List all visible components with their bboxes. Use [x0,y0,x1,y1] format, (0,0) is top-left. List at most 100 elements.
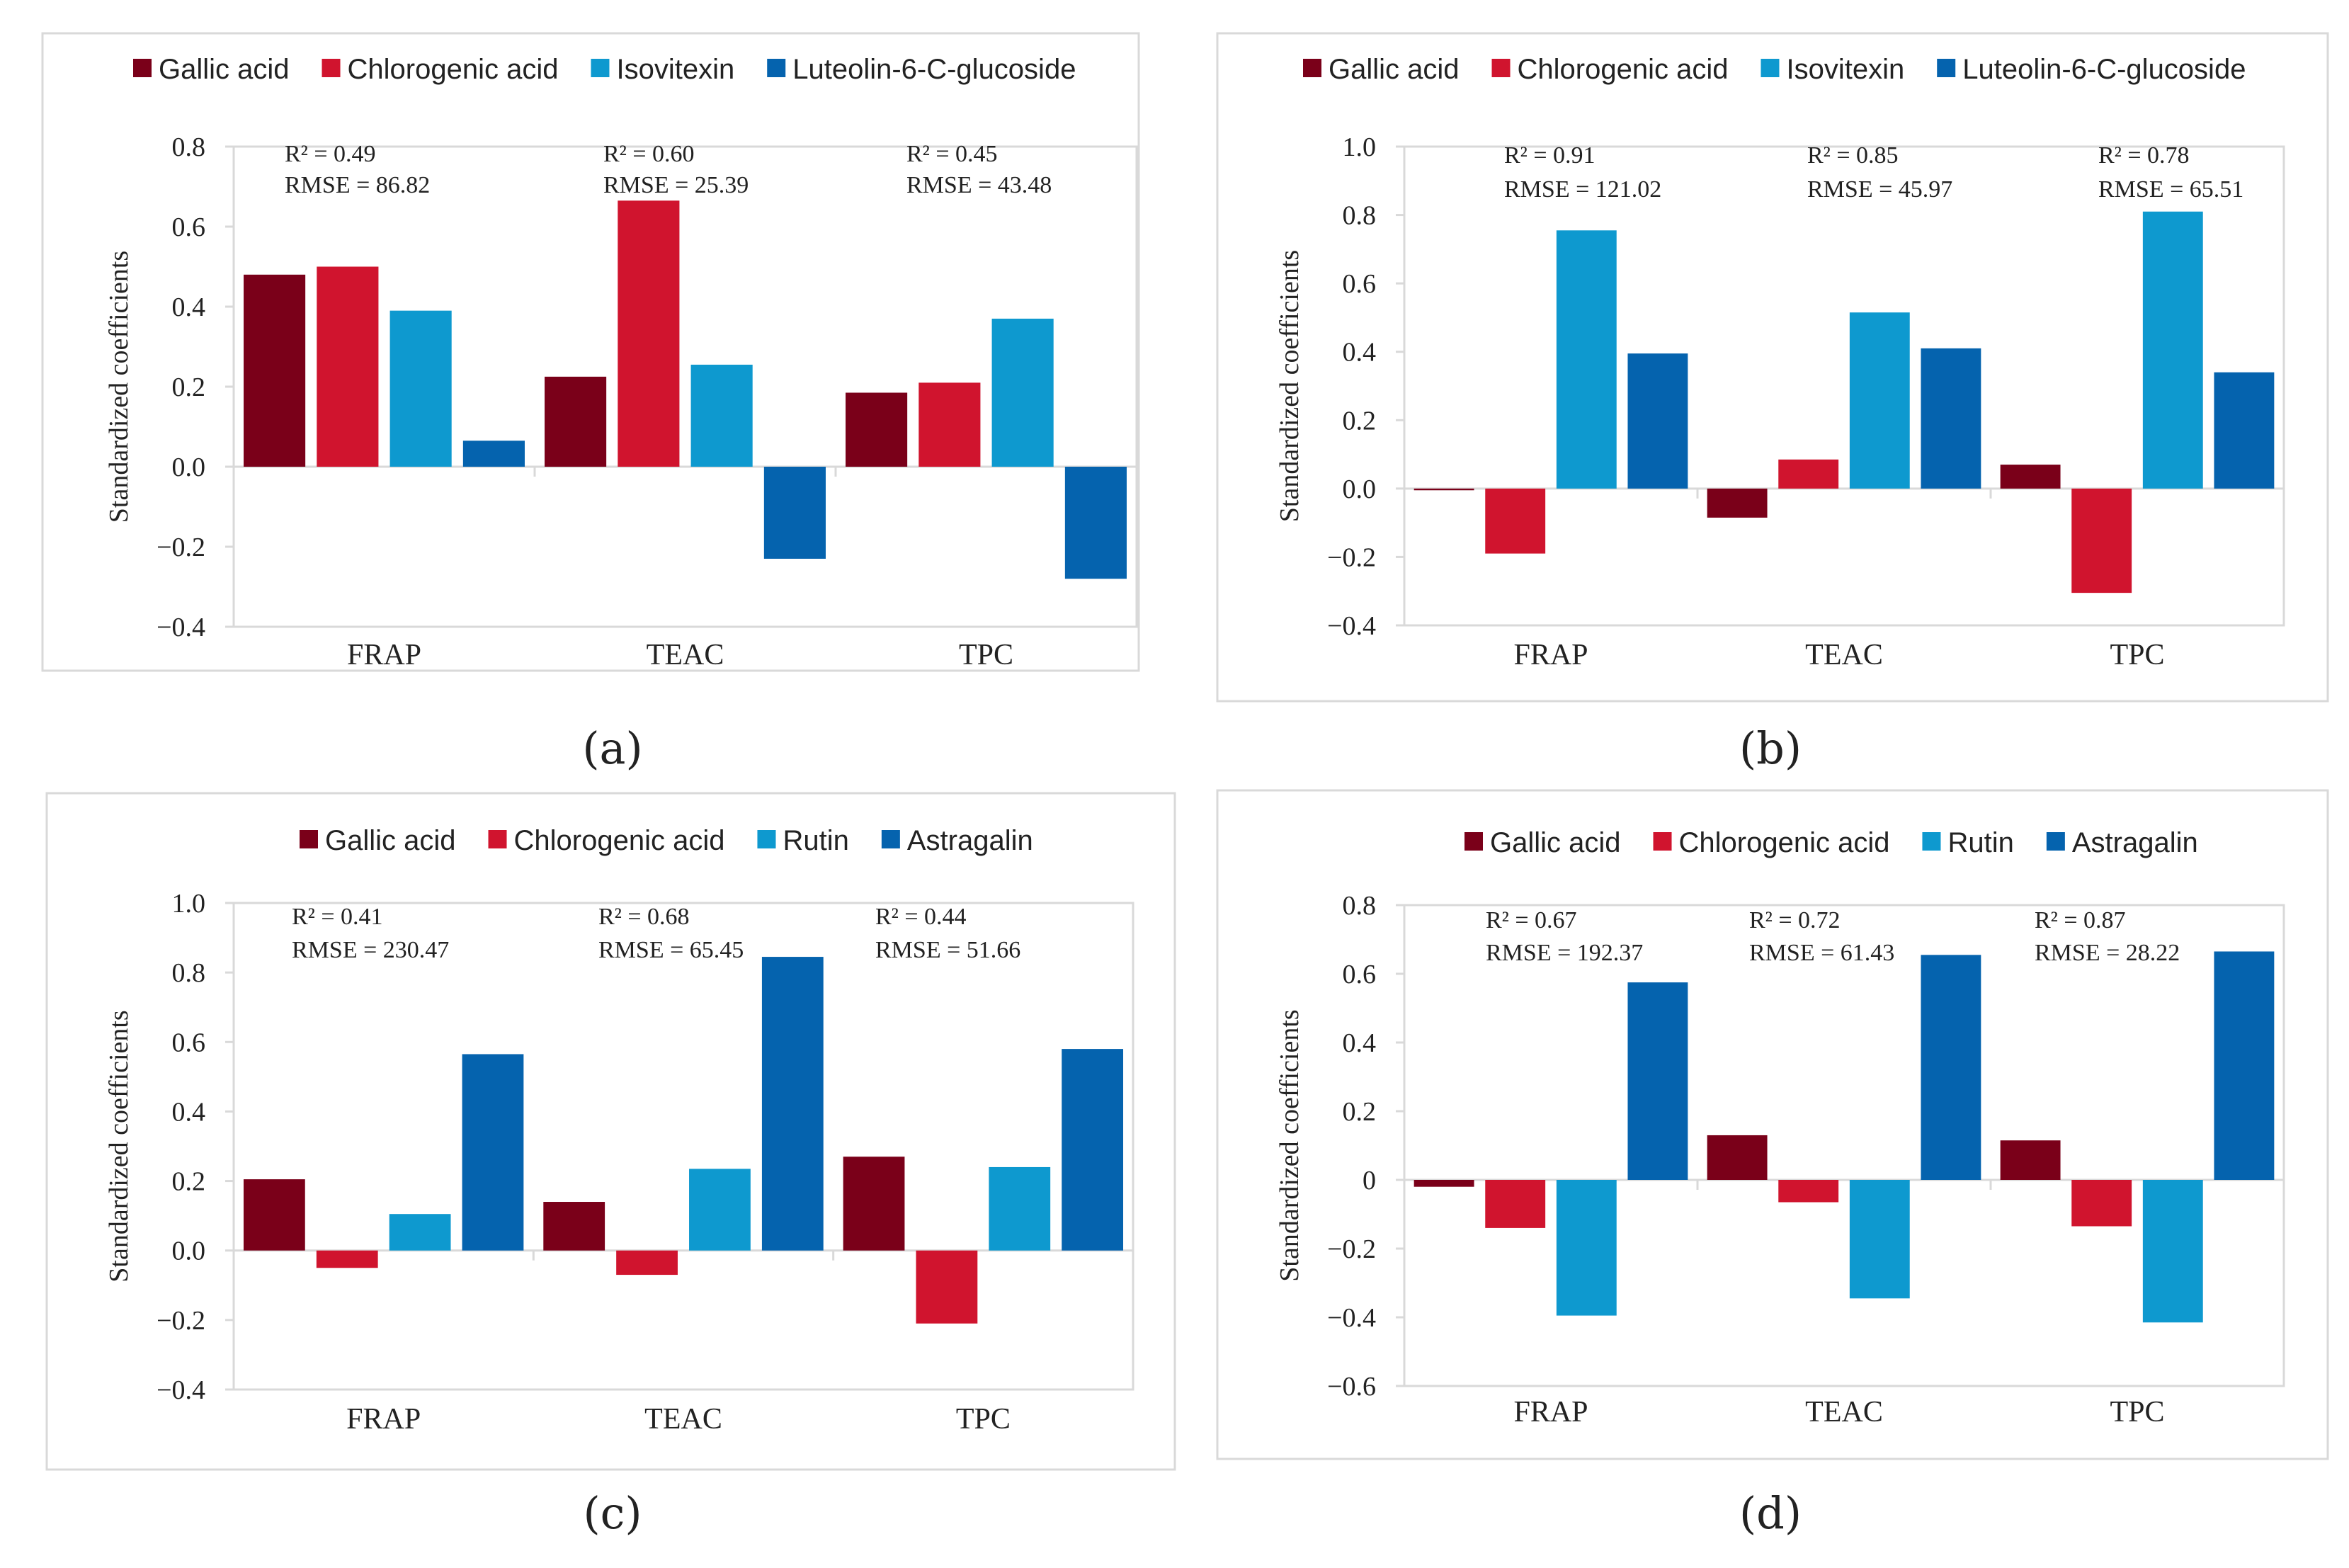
plot-area-border [1403,145,2285,627]
bar-gallic-acid-frap [243,1179,305,1251]
bar-chlorogenic-acid-frap [317,266,379,467]
bar-luteolin-6-c-glucoside-tpc [2214,372,2275,489]
x-tick-label: FRAP [347,639,421,671]
r2-annotation: R² = 0.60 [603,141,695,167]
panel-caption: (a) [582,722,642,774]
legend: Gallic acid Chlorogenic acid Isovitexin Lut… [1303,54,2246,85]
y-axis-title: Standardized coefficients [1275,250,1304,522]
chart-panel-a: −0.4 −0.2 0.0 0.2 0.4 0.6 0.8 FRAP TEAC TPC R² = 0… [41,32,1140,774]
legend-swatch [133,59,152,77]
bar-chlorogenic-acid-teac [1778,459,1839,489]
r2-annotation: R² = 0.67 [1486,907,1577,933]
bar-astragalin-tpc [1062,1049,1124,1251]
r2-annotation: R² = 0.78 [2098,142,2190,169]
y-tick-label: 0.6 [1343,960,1377,989]
legend-label: Chlorogenic acid [348,54,559,85]
legend-swatch [2046,832,2065,851]
bar-gallic-acid-teac [1707,488,1768,518]
y-tick-label: 0.8 [1343,891,1377,921]
rmse-annotation: RMSE = 65.51 [2098,176,2243,203]
r2-annotation: R² = 0.87 [2035,907,2126,933]
legend-swatch [881,830,900,848]
bar-gallic-acid-frap [1414,1180,1474,1187]
x-tick-label: FRAP [1513,1396,1588,1428]
y-tick-label: 0 [1363,1166,1376,1195]
chart-panel-d: −0.6 −0.4 −0.2 0 0.2 0.4 0.6 0.8 FRAP TEAC TPC R² =… [1216,789,2329,1539]
bar-luteolin-6-c-glucoside-tpc [1064,467,1127,579]
y-tick-label: −0.2 [1327,542,1376,572]
bar-luteolin-6-c-glucoside-frap [1627,353,1688,489]
legend-swatch [1303,59,1321,77]
legend-swatch [1761,59,1780,77]
y-tick-label: 0.6 [1343,269,1377,299]
bar-gallic-acid-frap [244,274,306,467]
legend-label: Astragalin [2072,827,2198,858]
y-tick-label: 0.4 [172,1097,206,1127]
x-tick-label: TEAC [647,639,724,671]
bar-rutin-frap [389,1214,451,1251]
chart-frame [41,32,1140,672]
chart-frame [1216,32,2329,703]
rmse-annotation: RMSE = 25.39 [603,172,749,198]
legend-label: Isovitexin [616,54,734,85]
bar-astragalin-teac [1921,955,1981,1180]
plot-area-border [1403,904,2285,1387]
rmse-annotation: RMSE = 28.22 [2035,940,2180,966]
y-tick-label: 0.8 [1343,201,1377,231]
r2-annotation: R² = 0.91 [1504,142,1596,169]
r2-annotation: R² = 0.44 [875,904,967,930]
bar-isovitexin-tpc [991,318,1054,467]
legend-label: Rutin [1947,827,2013,858]
y-tick-label: −0.4 [157,1375,205,1405]
y-axis-title: Standardized coefficients [104,1010,134,1282]
y-tick-label: 0.6 [172,212,206,242]
x-tick-label: TEAC [1805,639,1883,671]
y-tick-label: 1.0 [172,889,206,919]
chart-frame [1216,789,2329,1460]
bar-astragalin-frap [1627,982,1688,1180]
legend-label: Chlorogenic acid [514,825,725,856]
legend-label: Astragalin [907,825,1033,856]
rmse-annotation: RMSE = 192.37 [1486,940,1643,966]
rmse-annotation: RMSE = 121.02 [1504,176,1661,203]
legend-label: Chlorogenic acid [1518,54,1729,85]
bar-astragalin-teac [761,957,824,1251]
bar-chlorogenic-acid-tpc [918,382,981,467]
panel-caption: (c) [583,1487,642,1539]
bar-isovitexin-frap [1556,230,1617,489]
rmse-annotation: RMSE = 43.48 [906,172,1052,198]
rmse-annotation: RMSE = 51.66 [875,937,1020,963]
y-tick-label: −0.2 [157,1306,205,1336]
bar-chlorogenic-acid-teac [618,200,680,467]
y-tick-label: 0.2 [172,373,206,402]
legend-swatch [757,830,776,848]
y-tick-label: 0.2 [1343,406,1377,436]
y-tick-label: 0.8 [172,958,206,988]
legend-label: Rutin [783,825,848,856]
chart-frame [45,792,1176,1471]
x-tick-label: TPC [956,1403,1011,1436]
bar-chlorogenic-acid-tpc [2071,488,2132,593]
bar-rutin-teac [1849,1180,1910,1299]
r2-annotation: R² = 0.45 [906,141,998,167]
plot-area-border [232,902,1134,1391]
y-tick-label: 0.4 [172,292,206,322]
panel-caption: (d) [1739,1487,1802,1539]
legend-label: Gallic acid [1490,827,1621,858]
y-tick-label: 0.0 [172,453,206,482]
bar-rutin-frap [1556,1180,1617,1316]
y-tick-label: 0.4 [1343,1028,1377,1058]
bar-luteolin-6-c-glucoside-teac [763,467,826,559]
x-tick-label: TPC [2110,1396,2164,1428]
bar-chlorogenic-acid-teac [1778,1180,1839,1203]
y-tick-label: 0.8 [172,132,206,162]
y-tick-label: 1.0 [1343,132,1377,162]
legend-label: Chlorogenic acid [1679,827,1890,858]
y-tick-label: 0.4 [1343,338,1377,368]
rmse-annotation: RMSE = 230.47 [292,937,449,963]
legend-label: Gallic acid [325,825,456,856]
r2-annotation: R² = 0.41 [292,904,383,930]
y-tick-label: 0.0 [172,1237,206,1266]
r2-annotation: R² = 0.85 [1807,142,1899,169]
x-tick-label: TPC [959,639,1013,671]
